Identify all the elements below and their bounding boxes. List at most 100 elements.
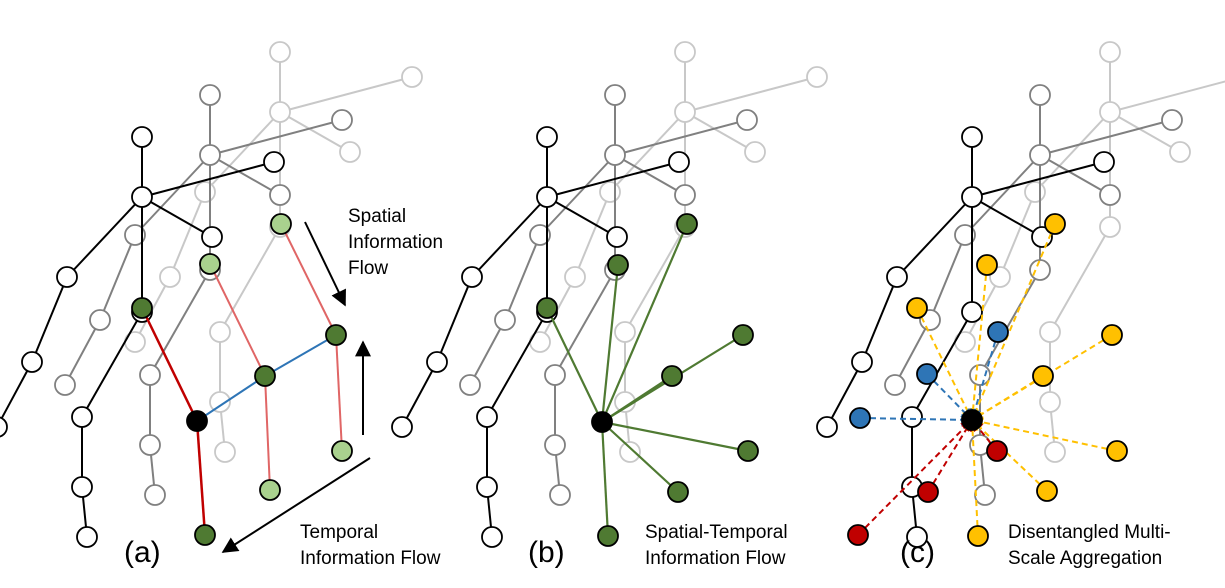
- far-frame-joint: [209, 321, 231, 343]
- near-frame-joint: [56, 266, 78, 288]
- far-frame-joint: [599, 181, 621, 203]
- far-frame-bone: [219, 226, 281, 333]
- mid-frame-joint: [674, 184, 696, 206]
- near-frame-joint: [76, 526, 98, 548]
- near-frame-joint: [901, 406, 923, 428]
- mid-frame-joint: [604, 144, 626, 166]
- mid-frame-joint: [199, 84, 221, 106]
- panel-c-tag: (c): [900, 536, 935, 569]
- mid-frame-joint: [884, 374, 906, 396]
- far-frame-joint: [1099, 41, 1121, 63]
- mid-frame-joint: [459, 374, 481, 396]
- near-frame-joint: [461, 266, 483, 288]
- near-frame-bone: [141, 196, 213, 238]
- near-frame-joint: [481, 526, 503, 548]
- light-green-joint: [259, 479, 281, 501]
- near-frame-joint: [816, 416, 838, 438]
- far-frame-joint: [209, 391, 231, 413]
- far-frame-bone: [999, 191, 1036, 278]
- far-frame-joint: [1099, 216, 1121, 238]
- spatial-flow-arrow-down: [304, 221, 346, 307]
- temporal-flow-label-line2: Information Flow: [300, 548, 441, 569]
- far-frame-joint: [1039, 321, 1061, 343]
- near-frame-joint: [201, 226, 223, 248]
- mid-frame-joint: [199, 144, 221, 166]
- mid-frame-joint: [544, 434, 566, 456]
- far-frame-joint: [614, 321, 636, 343]
- yellow-aggregation-edge: [971, 419, 1048, 492]
- mid-frame-joint: [124, 224, 146, 246]
- dark-green-joint: [536, 297, 558, 319]
- mid-frame-joint: [1029, 259, 1051, 281]
- dark-green-joint: [667, 481, 689, 503]
- mid-frame-joint: [269, 184, 291, 206]
- mid-frame-joint: [529, 224, 551, 246]
- dark-green-joint: [254, 365, 276, 387]
- mid-frame-bone: [614, 154, 686, 196]
- near-frame-bone: [971, 196, 1043, 238]
- blue-aggregation-edge: [859, 413, 974, 426]
- mid-frame-joint: [974, 484, 996, 506]
- far-frame-bone: [624, 226, 686, 333]
- mid-frame-joint: [89, 309, 111, 331]
- near-frame-bone: [911, 311, 973, 418]
- blue-joint: [916, 363, 938, 385]
- far-frame-bone: [684, 76, 818, 113]
- yellow-joint: [1101, 324, 1123, 346]
- near-frame-bone: [81, 311, 143, 418]
- far-frame-bone: [574, 191, 611, 278]
- temporal-flow-arrow: [221, 457, 371, 553]
- far-frame-bone: [169, 191, 206, 278]
- panel-b-caption-line1: Spatial-Temporal: [645, 522, 788, 543]
- far-frame-joint: [194, 181, 216, 203]
- red-joint: [917, 481, 939, 503]
- yellow-aggregation-edge: [916, 307, 973, 422]
- near-frame-joint: [426, 351, 448, 373]
- near-frame-bone: [861, 276, 898, 363]
- dark-green-joint: [597, 525, 619, 547]
- mid-frame-bone: [979, 269, 1041, 376]
- far-frame-bone: [1049, 226, 1111, 333]
- near-frame-bone: [0, 361, 33, 424]
- near-frame-joint: [21, 351, 43, 373]
- far-frame-joint: [401, 66, 423, 88]
- far-frame-bone: [279, 111, 351, 153]
- mid-frame-bone: [99, 234, 136, 321]
- far-frame-joint: [1169, 141, 1191, 163]
- mid-frame-bone: [929, 234, 966, 321]
- near-frame-joint: [1031, 226, 1053, 248]
- far-frame-joint: [744, 141, 766, 163]
- mid-frame-joint: [1029, 84, 1051, 106]
- near-frame-bone: [486, 311, 548, 418]
- mid-frame-joint: [544, 364, 566, 386]
- panel-a-tag: (a): [124, 536, 161, 569]
- panel-b-tag: (b): [528, 536, 565, 569]
- near-frame-joint: [71, 406, 93, 428]
- light-green-joint: [270, 213, 292, 235]
- mid-frame-joint: [969, 364, 991, 386]
- mid-frame-joint: [1161, 109, 1183, 131]
- mid-frame-joint: [144, 484, 166, 506]
- mid-frame-bone: [149, 269, 211, 376]
- far-frame-joint: [269, 101, 291, 123]
- yellow-joint: [976, 254, 998, 276]
- blue-aggregation-edge: [969, 331, 999, 422]
- mid-frame-bone: [554, 269, 616, 376]
- near-frame-bone: [471, 196, 548, 278]
- yellow-aggregation-edge: [967, 264, 988, 422]
- near-frame-bone: [546, 196, 618, 238]
- mid-frame-joint: [54, 374, 76, 396]
- yellow-joint: [906, 297, 928, 319]
- green-st-edge: [600, 223, 689, 423]
- yellow-joint: [1044, 213, 1066, 235]
- dark-green-joint: [131, 297, 153, 319]
- mid-frame-joint: [139, 434, 161, 456]
- near-frame-joint: [263, 151, 285, 173]
- near-frame-joint: [0, 416, 8, 438]
- panel-a: [0, 41, 423, 548]
- dark-green-joint: [737, 440, 759, 462]
- blue-joint: [987, 321, 1009, 343]
- near-frame-joint: [1093, 151, 1115, 173]
- mid-frame-bone: [894, 319, 931, 386]
- panel-c-annotations: Disentangled Multi- Scale Aggregation (c…: [900, 522, 1171, 569]
